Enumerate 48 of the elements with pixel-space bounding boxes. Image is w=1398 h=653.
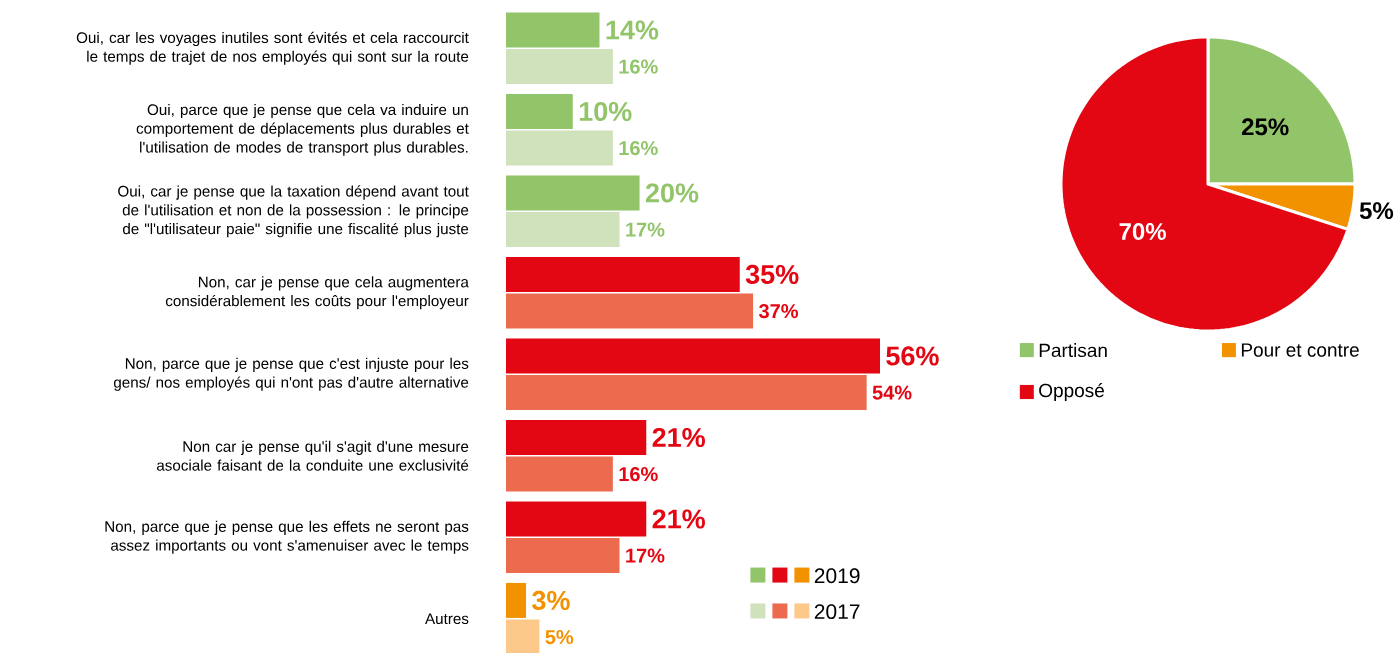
legend-label: Opposé (1039, 383, 1104, 401)
data-label: 16% (619, 467, 658, 482)
data-label: 10% (579, 101, 632, 121)
data-label: 35% (745, 264, 799, 285)
y-tick-label: Oui, parce que je pense que cela va induire un comportement de déplacements plus durables et l'utilisation de modes de transport plus durables. (136, 103, 469, 156)
data-label: 16% (619, 59, 658, 74)
bar (506, 338, 880, 374)
bar (506, 538, 620, 574)
bar (506, 93, 573, 129)
data-label: 25% (1242, 118, 1289, 136)
legend-label: 2017 (814, 604, 860, 620)
bar (506, 456, 613, 492)
y-tick-label: Non, car je pense que cela augmentera considérablement les coûts pour l'employeur (165, 276, 469, 310)
data-label: 16% (619, 141, 658, 156)
y-tick-label: Non, parce que je pense que c'est injuste pour les gens/ nos employés qui n'ont pas d'autre alternative (113, 357, 469, 391)
data-label: 20% (645, 183, 699, 203)
bar (506, 130, 613, 166)
legend-label: Partisan (1039, 343, 1107, 358)
data-label: 5% (1359, 202, 1394, 220)
bar (506, 619, 540, 653)
bar (506, 175, 640, 211)
data-label: 54% (872, 385, 912, 400)
y-tick-label: Autres (425, 613, 469, 625)
bar (506, 212, 620, 248)
bar (506, 419, 647, 455)
bar (506, 49, 613, 85)
data-label: 3% (532, 590, 570, 611)
bar (506, 293, 754, 329)
y-tick-label: Oui, car les voyages inutiles sont évités et cela raccourcit le temps de trajet de nos employés qui sont sur la route (76, 31, 469, 65)
legend-label: Pour et contre (1241, 343, 1359, 357)
bar (506, 582, 527, 618)
data-label: 17% (626, 548, 665, 563)
data-label: 17% (626, 222, 665, 237)
bar (506, 12, 600, 48)
legend-label: 2019 (814, 568, 860, 584)
data-label: 14% (606, 20, 659, 40)
data-label: 21% (652, 509, 705, 529)
data-label: 37% (758, 304, 798, 319)
y-tick-label: Oui, car je pense que la taxation dépend avant tout de l'utilisation et non de la possession : le principe de "l'utilisateur paie" signifie une fiscalité plus juste (118, 185, 469, 238)
bar (506, 501, 647, 537)
y-tick-label: Non, parce que je pense que les effets ne seront pas assez importants ou vont s'amenuiser avec le temps (105, 520, 469, 554)
data-label: 56% (886, 346, 939, 366)
y-tick-label: Non car je pense qu'il s'agit d'une mesure asociale faisant de la conduite une exclusivité (156, 440, 469, 471)
data-label: 5% (545, 630, 574, 645)
data-label: 21% (652, 427, 705, 447)
data-label: 70% (1119, 223, 1166, 240)
bar (506, 375, 867, 411)
bar (506, 256, 740, 292)
